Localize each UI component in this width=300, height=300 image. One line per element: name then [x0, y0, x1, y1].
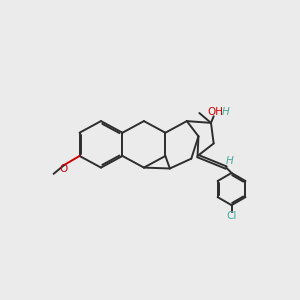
- Text: OH: OH: [208, 107, 224, 117]
- Text: O: O: [59, 164, 68, 174]
- Text: H: H: [226, 156, 233, 166]
- Text: H: H: [222, 107, 230, 117]
- Text: Cl: Cl: [226, 211, 237, 221]
